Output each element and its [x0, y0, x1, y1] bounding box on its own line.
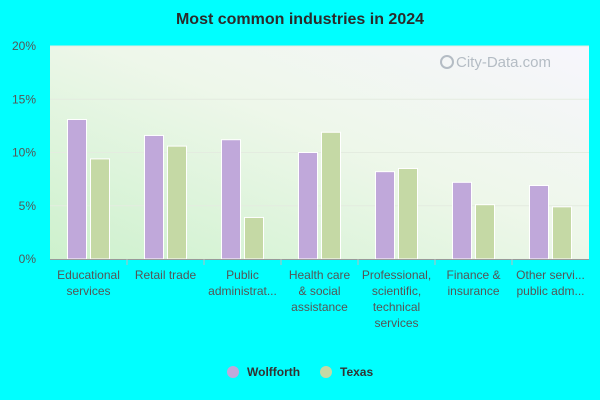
- x-category-label: Retail trade: [135, 268, 197, 282]
- bar-texas-4: [398, 167, 418, 260]
- x-category-line: Retail trade: [135, 268, 197, 282]
- x-category-line: & social: [298, 284, 340, 298]
- gridlines: [50, 45, 589, 207]
- bar-texas-2: [244, 216, 264, 260]
- bar-wolfforth-2: [221, 139, 241, 260]
- bar-texas-1: [167, 145, 187, 260]
- legend-label-wolfforth: Wolfforth: [247, 365, 300, 379]
- legend-swatch-wolfforth: [227, 366, 239, 378]
- y-tick-label: 0%: [19, 252, 37, 266]
- x-category-label: Other servi... public adm...: [516, 268, 585, 298]
- bar-wolfforth-1: [144, 134, 164, 260]
- chart-title: Most common industries in 2024: [176, 11, 424, 28]
- x-axis: Educational services Retail trade Public adm…: [50, 259, 589, 330]
- y-axis: 0% 5% 10% 15% 20%: [12, 39, 36, 266]
- bar-wolfforth-0: [67, 118, 87, 260]
- legend-label-texas: Texas: [340, 365, 373, 379]
- bar-wolfforth-3: [298, 152, 318, 260]
- x-category-line: assistance: [291, 300, 348, 314]
- bar-wolfforth-6: [529, 185, 549, 260]
- x-category-label: Health care & social assistance: [289, 268, 351, 314]
- x-category-line: scientific,: [372, 284, 421, 298]
- bar-wolfforth-4: [375, 171, 395, 260]
- x-category-line: Public: [226, 268, 259, 282]
- legend-swatch-texas: [320, 366, 332, 378]
- magnifier-icon: [440, 55, 454, 69]
- bar-texas-3: [321, 131, 341, 260]
- x-category-line: insurance: [447, 284, 499, 298]
- legend: Wolfforth Texas: [227, 365, 373, 379]
- x-category-line: Other servi...: [516, 268, 585, 282]
- x-category-line: Educational: [57, 268, 120, 282]
- watermark: City-Data.com: [440, 54, 551, 71]
- x-category-line: technical: [373, 300, 420, 314]
- bar-texas-5: [475, 204, 495, 260]
- x-category-label: Educational services: [57, 268, 120, 298]
- x-category-line: Finance &: [446, 268, 500, 282]
- x-category-line: Health care: [289, 268, 351, 282]
- watermark-text: City-Data.com: [456, 54, 551, 71]
- x-category-line: Professional,: [362, 268, 431, 282]
- bar-texas-0: [90, 158, 110, 260]
- bar-texas-6: [552, 206, 572, 260]
- x-category-label: Finance & insurance: [446, 268, 500, 298]
- y-tick-label: 15%: [12, 92, 36, 106]
- x-category-label: Public administrat...: [208, 268, 277, 298]
- bar-wolfforth-5: [452, 181, 472, 260]
- x-category-line: administrat...: [208, 284, 277, 298]
- x-category-line: services: [374, 316, 418, 330]
- y-tick-label: 5%: [19, 199, 37, 213]
- y-tick-label: 10%: [12, 146, 36, 160]
- y-tick-label: 20%: [12, 39, 36, 53]
- bars: [67, 118, 572, 260]
- x-category-line: public adm...: [516, 284, 584, 298]
- x-category-label: Professional, scientific, technical service…: [362, 268, 431, 330]
- x-category-line: services: [66, 284, 110, 298]
